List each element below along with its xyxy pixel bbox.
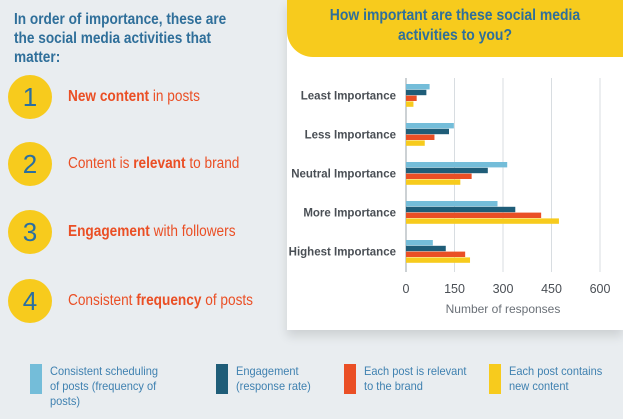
rank-number-badge: 4 — [8, 279, 52, 323]
bar — [406, 89, 427, 96]
legend-label: Each post contains new content — [509, 364, 603, 393]
legend-swatch — [30, 364, 42, 394]
bar — [406, 218, 559, 224]
chart-title: How important are these social media act… — [329, 7, 581, 44]
bar — [406, 179, 461, 185]
x-tick-label: 300 — [493, 282, 514, 296]
rank-item-3: 3 Engagement with followers — [8, 210, 258, 254]
y-category-label: Least Importance — [301, 91, 396, 103]
bar — [406, 206, 516, 213]
bar — [406, 134, 435, 140]
rank-item-1: 1 New content in posts — [8, 75, 218, 119]
x-tick-label: 600 — [590, 282, 611, 296]
bar — [406, 101, 414, 107]
legend-item-relevant: Each post is relevant to the brand — [344, 364, 514, 394]
y-category-label: Neutral Importance — [291, 169, 396, 181]
x-tick-label: 0 — [403, 282, 410, 296]
bar — [406, 167, 488, 174]
rank-item-2: 2 Content is relevant to brand — [8, 142, 263, 186]
rank-label: Consistent frequency of posts — [68, 292, 254, 309]
rank-label: Engagement with followers — [68, 223, 236, 240]
bar-chart: 0 150 300 450 600 Least Importance Less Import… — [289, 78, 611, 316]
y-category-label: Less Importance — [305, 130, 396, 142]
rank-number-badge: 2 — [8, 142, 52, 186]
bar — [406, 212, 542, 218]
intro-heading: In order of importance, these are the so… — [14, 11, 227, 66]
bar — [406, 128, 450, 135]
bar — [406, 240, 433, 246]
chart-header-band — [287, 0, 623, 57]
bar — [406, 201, 498, 207]
legend-label: Consistent scheduling of posts (frequency… — [50, 364, 159, 408]
y-category-label: Highest Importance — [289, 247, 396, 259]
bar — [406, 123, 454, 129]
bar — [406, 173, 472, 179]
x-axis-title: Number of responses — [446, 302, 561, 316]
legend-swatch — [489, 364, 501, 394]
bar — [406, 257, 471, 263]
rank-label: New content in posts — [68, 88, 200, 105]
legend-swatch — [344, 364, 356, 394]
legend-label: Each post is relevant to the brand — [364, 364, 467, 393]
rank-item-4: 4 Consistent frequency of posts — [8, 279, 278, 323]
bar — [406, 95, 417, 101]
legend-label: Engagement (response rate) — [236, 364, 311, 393]
legend-swatch — [216, 364, 228, 394]
rank-number-badge: 1 — [8, 75, 52, 119]
legend-item-new-content: Each post contains new content — [489, 364, 623, 394]
bar — [406, 162, 508, 168]
rank-number-badge: 3 — [8, 210, 52, 254]
bar — [406, 245, 446, 252]
legend-item-engagement: Engagement (response rate) — [216, 364, 386, 394]
x-tick-label: 150 — [444, 282, 465, 296]
x-tick-label: 450 — [541, 282, 562, 296]
bar — [406, 251, 466, 257]
legend-item-scheduling: Consistent scheduling of posts (frequency… — [30, 364, 200, 409]
bar — [406, 84, 430, 90]
bar — [406, 140, 425, 146]
y-category-label: More Importance — [303, 208, 396, 220]
rank-label: Content is relevant to brand — [68, 155, 240, 172]
